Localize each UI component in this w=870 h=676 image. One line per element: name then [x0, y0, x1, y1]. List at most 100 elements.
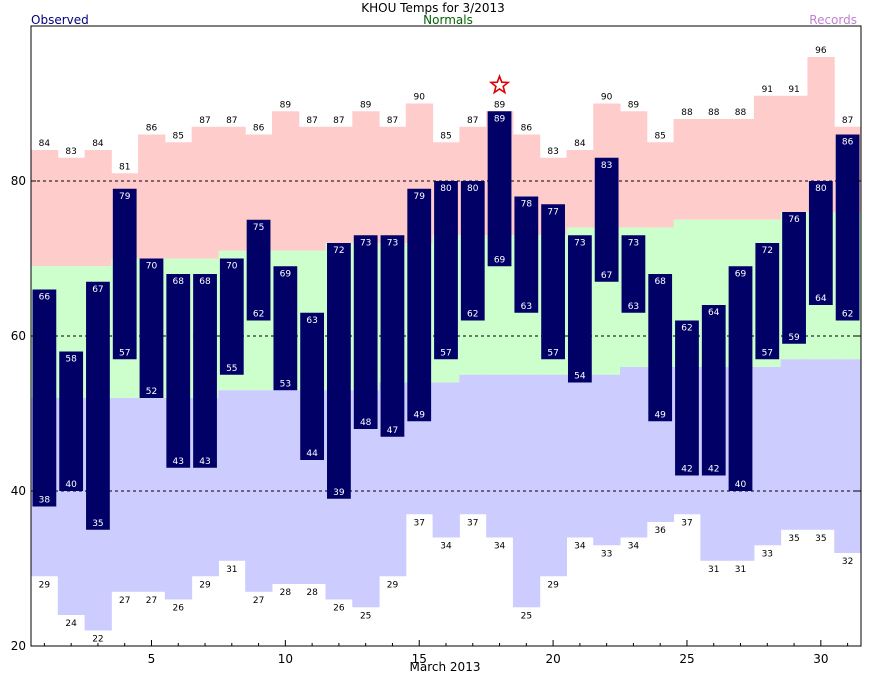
- y-tick-label: 80: [11, 174, 26, 188]
- record-low-label: 29: [39, 580, 51, 590]
- observed-bar: [246, 219, 271, 321]
- record-low-label: 26: [173, 604, 185, 614]
- record-low-band: [780, 359, 808, 530]
- record-high-label: 90: [413, 93, 425, 103]
- y-tick-label: 60: [11, 329, 26, 343]
- observed-high-label: 73: [387, 238, 398, 248]
- observed-bar: [300, 312, 325, 460]
- x-tick-label: 30: [813, 652, 828, 666]
- observed-high-label: 79: [413, 192, 425, 202]
- observed-low-label: 38: [39, 496, 51, 506]
- observed-bar: [701, 305, 726, 476]
- record-high-band: [753, 95, 782, 220]
- observed-low-label: 57: [119, 348, 130, 358]
- observed-high-label: 79: [119, 192, 131, 202]
- record-low-label: 29: [547, 580, 559, 590]
- record-low-label: 31: [708, 565, 719, 575]
- record-low-band: [539, 374, 567, 577]
- record-low-label: 25: [360, 611, 371, 621]
- record-low-label: 33: [601, 549, 612, 559]
- record-low-band: [138, 398, 166, 592]
- record-high-label: 83: [65, 147, 76, 157]
- observed-high-label: 76: [788, 215, 800, 225]
- observed-low-label: 55: [226, 364, 237, 374]
- observed-bar: [835, 134, 860, 321]
- observed-low-label: 40: [65, 480, 77, 490]
- observed-bar: [648, 274, 673, 422]
- record-low-label: 26: [333, 604, 345, 614]
- observed-high-label: 83: [601, 161, 612, 171]
- x-tick-label: 15: [412, 652, 427, 666]
- record-high-band: [57, 157, 86, 267]
- observed-low-label: 57: [762, 348, 773, 358]
- record-high-label: 91: [762, 85, 773, 95]
- observed-low-label: 35: [92, 519, 103, 529]
- record-high-band: [31, 150, 59, 267]
- observed-low-label: 44: [306, 449, 318, 459]
- record-high-label: 84: [39, 139, 51, 149]
- observed-low-label: 53: [280, 379, 291, 389]
- record-low-label: 34: [494, 542, 506, 552]
- observed-bar: [675, 320, 699, 476]
- record-low-label: 24: [65, 619, 77, 629]
- observed-low-label: 62: [842, 310, 853, 320]
- observed-bar: [541, 204, 565, 360]
- record-low-label: 28: [306, 588, 318, 598]
- record-low-label: 34: [440, 542, 452, 552]
- observed-low-label: 39: [333, 488, 345, 498]
- chart-title: KHOU Temps for 3/2013: [361, 1, 505, 15]
- record-low-band: [486, 374, 514, 538]
- record-high-label: 84: [92, 139, 104, 149]
- observed-low-label: 47: [387, 426, 398, 436]
- record-low-band: [218, 390, 246, 561]
- observed-bar: [755, 243, 780, 360]
- record-high-label: 85: [440, 131, 451, 141]
- record-high-label: 87: [387, 116, 398, 126]
- observed-bar: [621, 235, 646, 313]
- record-low-label: 29: [387, 580, 399, 590]
- record-high-label: 87: [306, 116, 317, 126]
- observed-bar: [193, 274, 217, 468]
- record-low-band: [566, 374, 594, 538]
- observed-high-label: 72: [333, 246, 344, 256]
- record-high-label: 87: [842, 116, 853, 126]
- record-low-label: 36: [654, 526, 666, 536]
- record-high-label: 85: [173, 131, 184, 141]
- y-tick-label: 20: [11, 639, 26, 653]
- observed-bar: [460, 181, 485, 321]
- record-high-band: [164, 142, 193, 259]
- record-high-band: [673, 119, 701, 220]
- record-high-band: [727, 119, 755, 220]
- record-high-label: 88: [708, 108, 720, 118]
- observed-high-label: 69: [735, 269, 747, 279]
- record-low-label: 27: [146, 596, 157, 606]
- x-tick-label: 10: [278, 652, 293, 666]
- record-low-band: [271, 390, 300, 584]
- observed-low-label: 48: [360, 418, 372, 428]
- record-low-label: 25: [521, 611, 532, 621]
- record-high-band: [84, 150, 112, 267]
- observed-bar: [353, 235, 378, 429]
- observed-high-label: 68: [173, 277, 185, 287]
- observed-high-label: 78: [521, 200, 533, 210]
- observed-high-label: 72: [762, 246, 773, 256]
- record-low-band: [834, 359, 862, 553]
- observed-low-label: 52: [146, 387, 157, 397]
- observed-high-label: 86: [842, 138, 854, 148]
- observed-high-label: 80: [467, 184, 479, 194]
- observed-high-label: 77: [547, 207, 558, 217]
- record-high-band: [298, 126, 327, 251]
- record-high-label: 96: [815, 46, 827, 56]
- observed-low-label: 57: [547, 348, 558, 358]
- observed-bar: [782, 212, 806, 344]
- record-high-band: [620, 111, 648, 228]
- observed-high-label: 68: [199, 277, 211, 287]
- record-high-band: [218, 126, 246, 251]
- x-tick-label: 20: [545, 652, 560, 666]
- observed-bar: [594, 157, 619, 282]
- record-high-band: [325, 126, 353, 243]
- record-high-band: [352, 111, 380, 243]
- plot-area: 84 29 83 24 84 22 81 27 86 27 85 26 87 29 87 31 86 27 89 28…: [11, 25, 862, 666]
- observed-high-label: 73: [574, 238, 585, 248]
- record-low-band: [593, 374, 621, 546]
